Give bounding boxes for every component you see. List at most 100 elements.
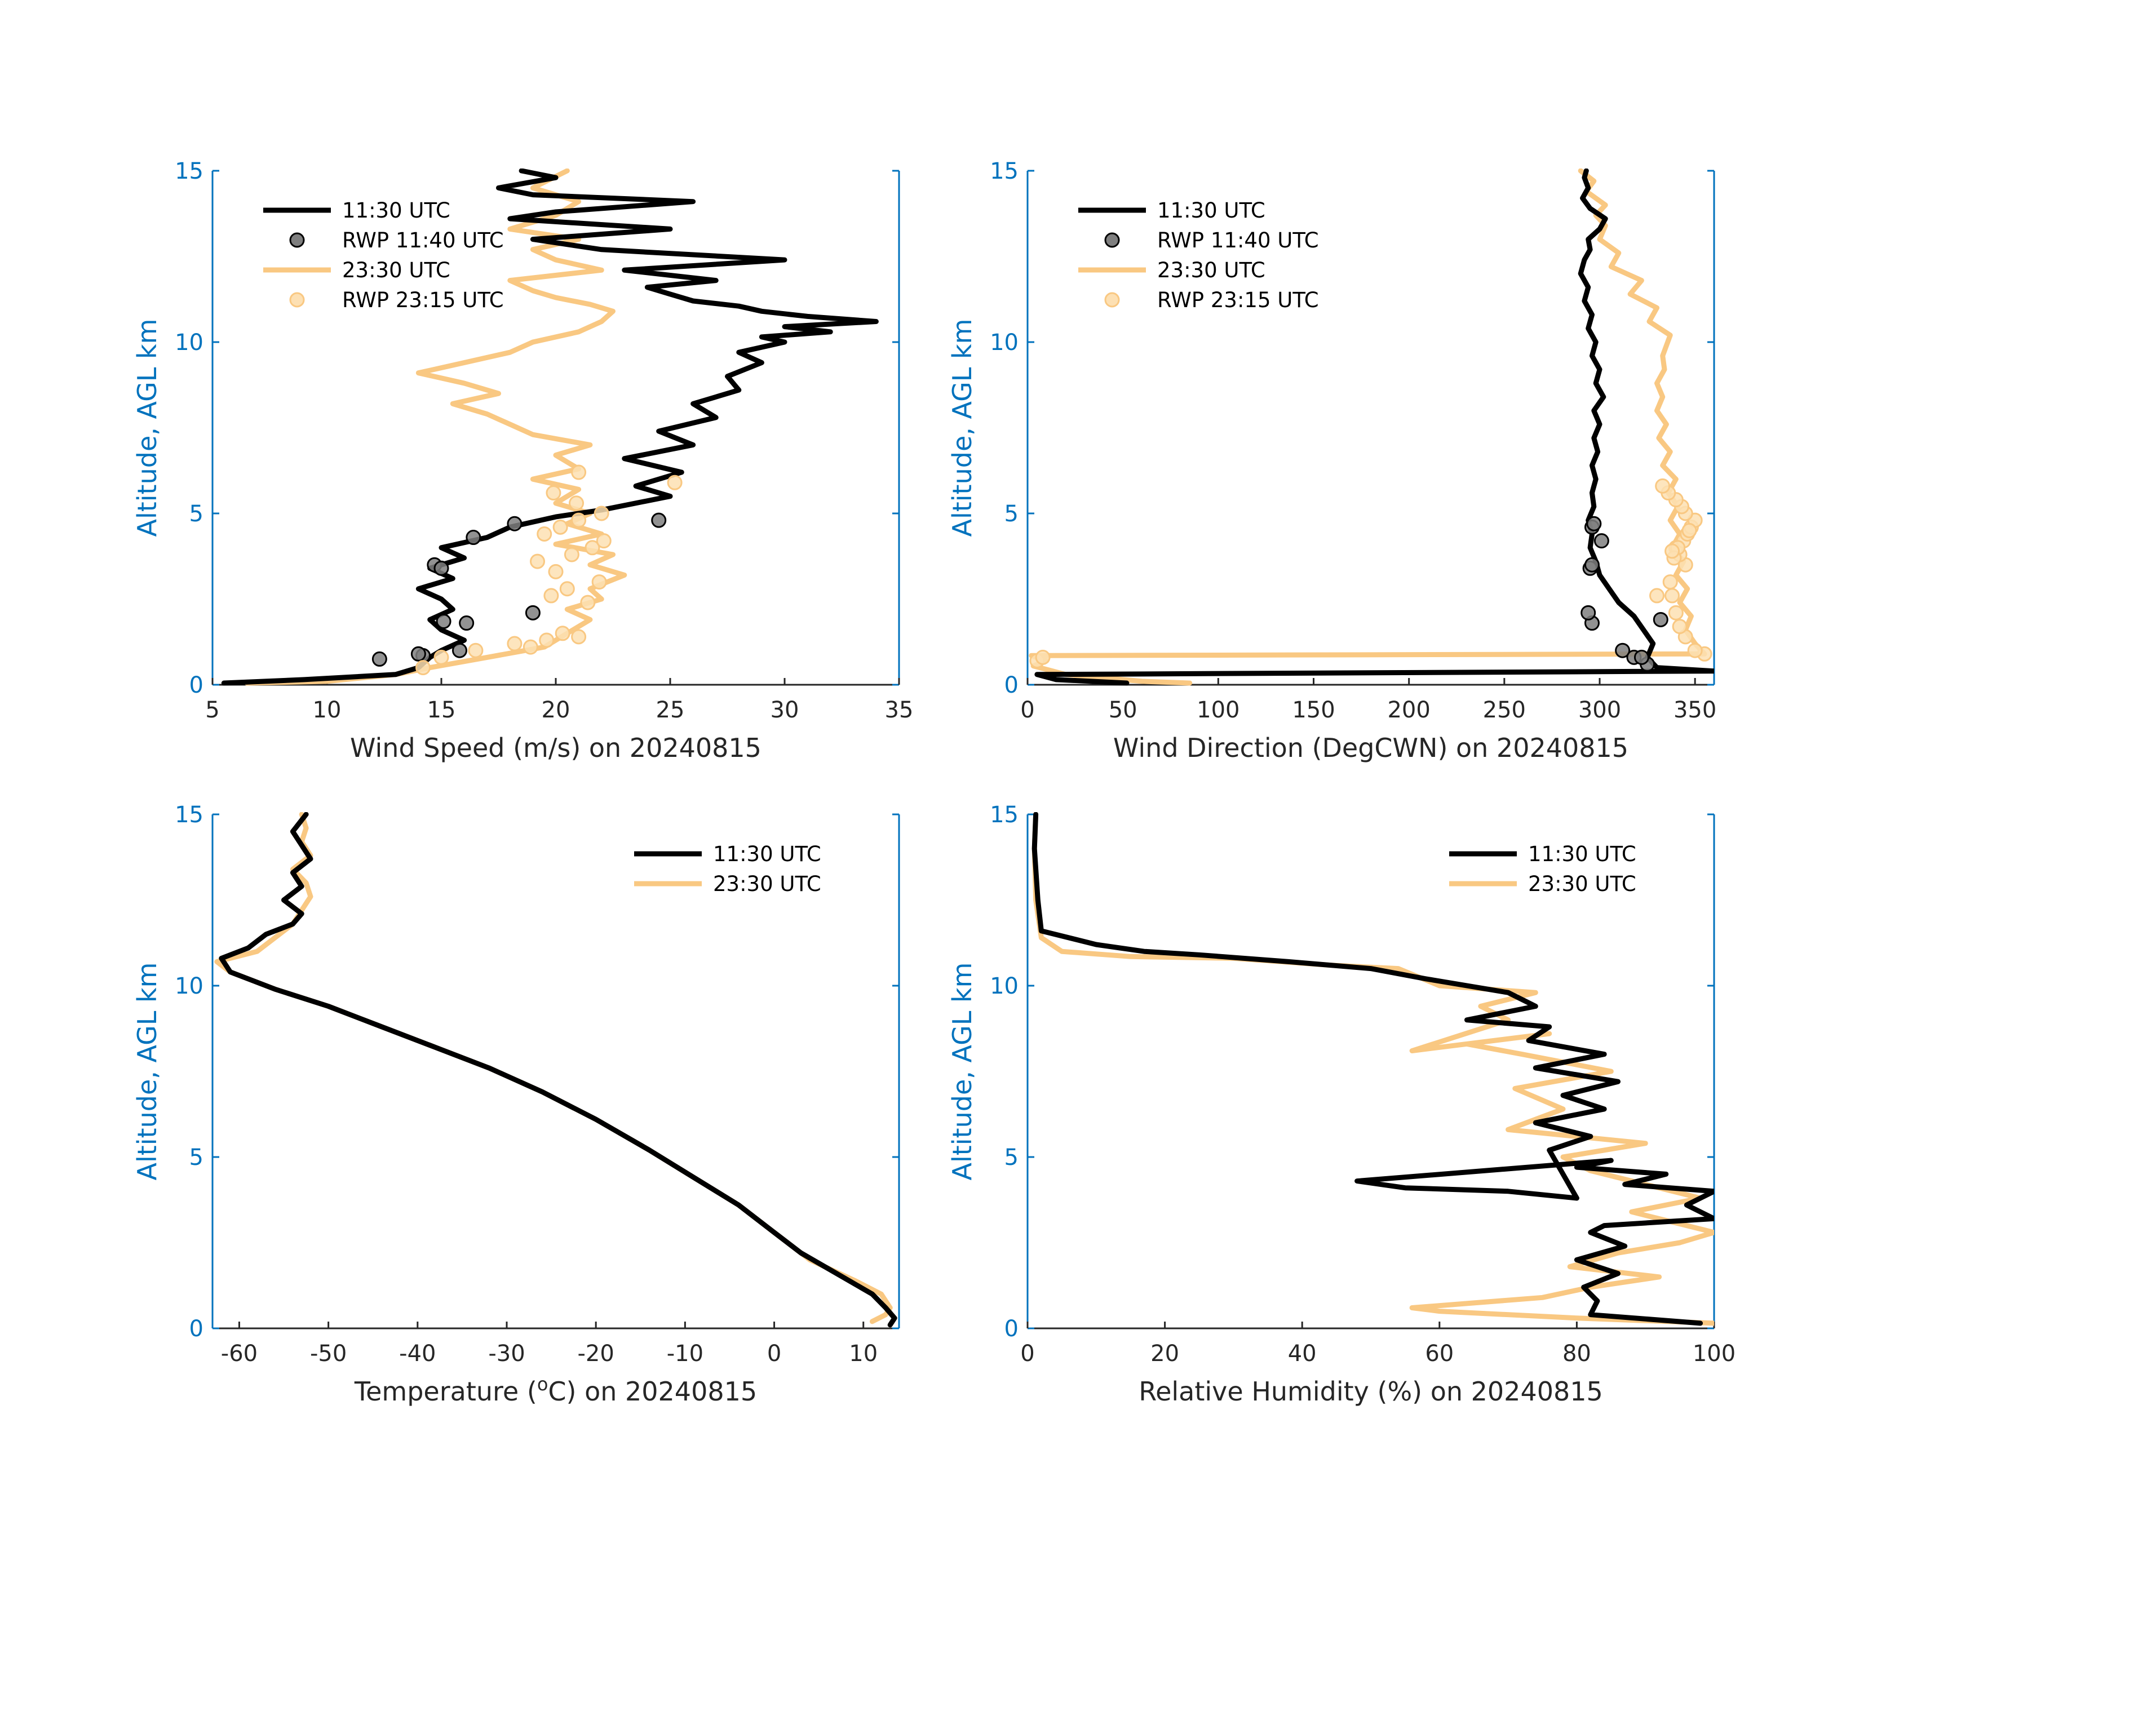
wind-speed-ytick-label: 10 (175, 330, 203, 356)
wind-speed-xtick-label: 15 (427, 697, 456, 723)
wind-speed-point-rwp-11-40-utc (410, 646, 426, 662)
wind-speed-point-rwp-11-40-utc (525, 605, 541, 620)
wind-direction-xtick-label: 0 (1020, 697, 1034, 723)
wind-speed-xtick-label: 35 (885, 697, 914, 723)
wind-direction-point-rwp-11-40-utc (1653, 611, 1668, 627)
wind-speed-point-rwp-23-15-utc (559, 581, 575, 597)
relative-humidity-plot-area (1031, 812, 1714, 1326)
wind-speed-point-rwp-23-15-utc (415, 660, 431, 676)
relative-humidity-xtick-label: 0 (1020, 1341, 1034, 1367)
wind-speed-xtick-label: 5 (205, 697, 219, 723)
wind-speed-point-rwp-11-40-utc (466, 530, 481, 546)
temperature-legend-label: 11:30 UTC (713, 842, 821, 866)
wind-direction-legend: 11:30 UTC RWP 11:40 UTC 23:30 UTC RWP 23:15… (1078, 198, 1319, 312)
wind-speed-point-rwp-11-40-utc (459, 615, 475, 631)
wind-speed-point-rwp-23-15-utc (539, 632, 555, 648)
wind-speed-point-rwp-23-15-utc (571, 464, 587, 480)
wind-speed-point-rwp-23-15-utc (548, 564, 564, 579)
wind-direction-xtick-label: 200 (1387, 697, 1430, 723)
wind-direction-point-rwp-23-15-utc (1681, 522, 1697, 538)
wind-speed-xlabel: Wind Speed (m/s) on 20240815 (350, 733, 762, 763)
wind-speed-point-rwp-11-40-utc (371, 651, 387, 667)
wind-speed-point-rwp-23-15-utc (585, 540, 600, 556)
wind-direction-legend-label: 11:30 UTC (1157, 198, 1265, 223)
wind-direction-plot-area (1029, 169, 1714, 686)
wind-direction-point-rwp-11-40-utc (1586, 516, 1602, 531)
relative-humidity-series-11-30-utc (1031, 812, 1714, 1326)
wind-direction-point-rwp-23-15-utc (1672, 619, 1688, 635)
temperature-ytick-label: 0 (189, 1316, 203, 1342)
wind-speed-series-23-30-utc (244, 169, 627, 686)
wind-speed-legend-label: 11:30 UTC (342, 198, 450, 223)
wind-direction-point-rwp-23-15-utc (1649, 588, 1664, 604)
temperature-xtick-label: 0 (767, 1341, 781, 1367)
wind-direction-point-rwp-23-15-utc (1035, 649, 1051, 665)
temperature-xlabel: Temperature (oC) on 20240815 (354, 1373, 757, 1407)
wind-speed-point-rwp-11-40-utc (436, 614, 451, 630)
wind-speed-point-rwp-23-15-utc (569, 495, 585, 511)
wind-speed-point-rwp-23-15-utc (594, 506, 609, 521)
wind-direction-point-rwp-11-40-utc (1581, 605, 1596, 620)
wind-speed-legend-label: RWP 23:15 UTC (342, 288, 504, 312)
wind-direction-point-rwp-11-40-utc (1584, 557, 1600, 573)
wind-direction-ytick-label: 15 (990, 158, 1019, 184)
wind-speed-ytick-label: 15 (175, 158, 203, 184)
temperature-ytick-label: 15 (175, 802, 203, 828)
temperature-xtick-label: -40 (399, 1341, 436, 1367)
wind-speed-point-rwp-23-15-utc (596, 533, 612, 549)
wind-direction-point-rwp-23-15-utc (1662, 574, 1678, 590)
wind-speed-xtick-label: 20 (542, 697, 570, 723)
wind-speed-point-rwp-23-15-utc (537, 526, 552, 542)
relative-humidity-legend-label: 11:30 UTC (1528, 842, 1636, 866)
wind-speed-legend: 11:30 UTC RWP 11:40 UTC 23:30 UTC RWP 23:15… (263, 198, 504, 312)
wind-speed-point-rwp-23-15-utc (530, 553, 546, 569)
temperature-xtick-label: -30 (488, 1341, 525, 1367)
temperature-plot-area (214, 812, 897, 1328)
relative-humidity-ylabel: Altitude, AGL km (947, 962, 977, 1180)
wind-speed-point-rwp-23-15-utc (555, 626, 570, 641)
wind-direction-ytick-label: 5 (1004, 501, 1019, 527)
wind-direction-point-rwp-23-15-utc (1664, 588, 1680, 604)
wind-direction-point-rwp-11-40-utc (1633, 649, 1649, 665)
temperature-xtick-label: -50 (310, 1341, 347, 1367)
wind-speed-point-rwp-11-40-utc (651, 512, 667, 528)
relative-humidity-ytick-label: 5 (1004, 1145, 1019, 1171)
relative-humidity-xtick-label: 100 (1693, 1341, 1736, 1367)
wind-direction-xtick-label: 150 (1292, 697, 1335, 723)
temperature-chart: 0 5 10 15 -60 -50 -40 -30 -20 -10 0 10 Temperature (… (132, 802, 900, 1407)
wind-direction-legend-label: 23:30 UTC (1157, 258, 1265, 282)
wind-speed-point-rwp-23-15-utc (552, 519, 568, 535)
wind-speed-point-rwp-11-40-utc (451, 642, 467, 658)
temperature-ytick-label: 5 (189, 1145, 203, 1171)
wind-speed-point-rwp-11-40-utc (433, 560, 449, 576)
wind-speed-legend-label: 23:30 UTC (342, 258, 450, 282)
temperature-legend-label: 23:30 UTC (713, 872, 821, 896)
wind-speed-xtick-label: 25 (656, 697, 685, 723)
wind-direction-xtick-label: 100 (1197, 697, 1239, 723)
wind-speed-point-rwp-11-40-utc (507, 516, 523, 531)
wind-speed-ylabel: Altitude, AGL km (132, 318, 162, 537)
wind-speed-point-rwp-23-15-utc (543, 588, 559, 604)
wind-speed-xtick-label: 10 (313, 697, 342, 723)
wind-speed-point-rwp-23-15-utc (667, 475, 683, 490)
wind-direction-legend-label: RWP 23:15 UTC (1157, 288, 1319, 312)
wind-direction-point-rwp-11-40-utc (1615, 642, 1631, 658)
wind-direction-ylabel: Altitude, AGL km (947, 318, 977, 537)
relative-humidity-legend-label: 23:30 UTC (1528, 872, 1636, 896)
relative-humidity-xtick-label: 80 (1562, 1341, 1591, 1367)
temperature-xtick-label: -10 (667, 1341, 703, 1367)
temperature-xtick-label: -60 (221, 1341, 258, 1367)
wind-direction-ytick-label: 10 (990, 330, 1019, 356)
wind-direction-point-rwp-23-15-utc (1668, 605, 1684, 620)
wind-direction-point-rwp-11-40-utc (1593, 533, 1609, 549)
wind-speed-point-rwp-23-15-utc (507, 636, 523, 651)
wind-direction-ytick-label: 0 (1004, 672, 1019, 698)
relative-humidity-ytick-label: 10 (990, 973, 1019, 999)
wind-direction-point-rwp-23-15-utc (1664, 543, 1680, 559)
wind-speed-legend-marker (289, 232, 305, 248)
wind-direction-legend-label: RWP 11:40 UTC (1157, 228, 1319, 252)
wind-speed-legend-label: RWP 11:40 UTC (342, 228, 504, 252)
wind-speed-point-rwp-23-15-utc (571, 512, 587, 528)
